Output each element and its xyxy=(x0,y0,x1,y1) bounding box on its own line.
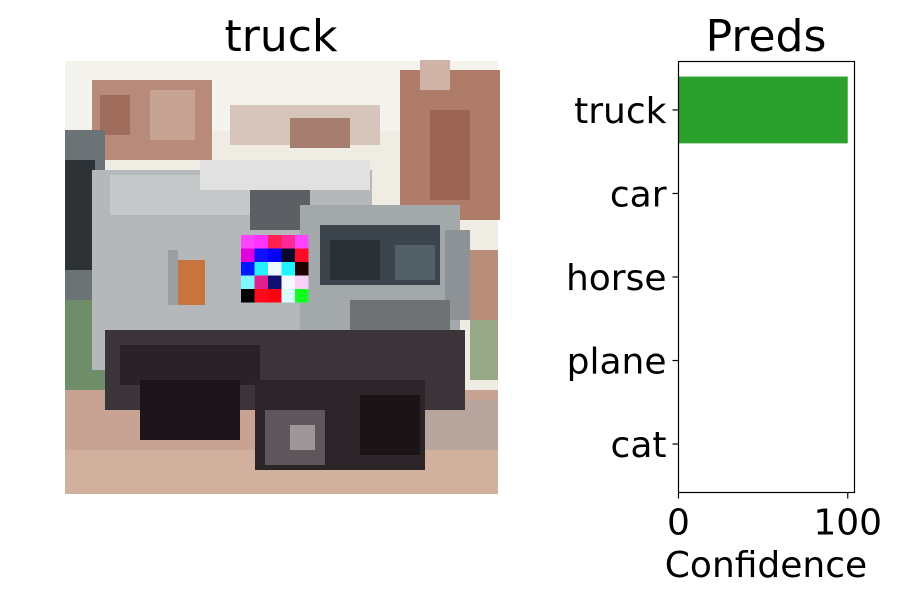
chart-title: Preds xyxy=(706,11,827,62)
y-tick-label-car: car xyxy=(610,174,667,215)
y-tick-label-horse: horse xyxy=(566,258,667,299)
image-title: truck xyxy=(225,11,338,62)
bars-layer xyxy=(678,76,848,144)
y-axis-ticks: truck car horse plane cat xyxy=(566,91,679,466)
y-tick-label-plane: plane xyxy=(567,342,667,383)
y-tick-label-truck: truck xyxy=(574,91,667,132)
truck-image xyxy=(65,60,500,494)
bar-truck xyxy=(678,76,848,144)
plot-frame xyxy=(677,60,856,494)
x-axis-label: Confidence xyxy=(665,545,867,586)
y-tick-label-cat: cat xyxy=(611,425,667,466)
x-tick-label-100: 100 xyxy=(813,503,882,544)
x-axis-ticks: 0 100 xyxy=(667,492,882,544)
x-tick-label-0: 0 xyxy=(667,503,690,544)
